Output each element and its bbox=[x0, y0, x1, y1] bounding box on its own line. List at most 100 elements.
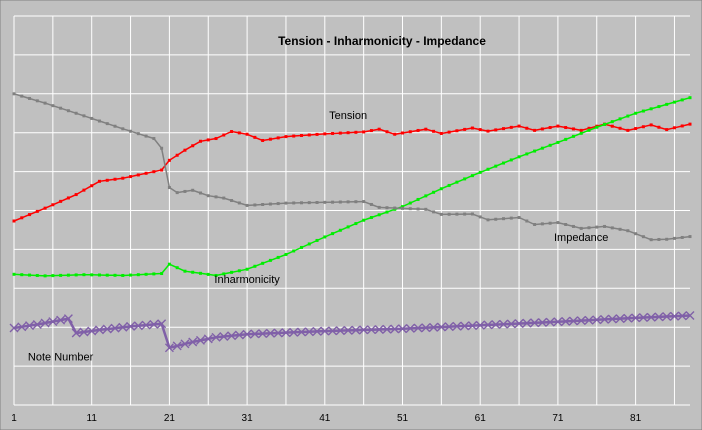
data-point bbox=[323, 235, 327, 239]
data-point bbox=[486, 218, 490, 222]
data-point bbox=[657, 125, 661, 129]
data-point bbox=[245, 132, 249, 136]
data-point bbox=[346, 225, 350, 229]
data-point bbox=[82, 188, 86, 192]
data-point bbox=[276, 255, 280, 259]
data-point bbox=[273, 328, 283, 338]
data-point bbox=[281, 328, 291, 338]
data-point bbox=[35, 273, 39, 277]
data-point bbox=[315, 132, 319, 136]
data-point bbox=[377, 127, 381, 131]
data-point bbox=[90, 184, 94, 188]
data-point bbox=[447, 212, 451, 216]
data-point bbox=[276, 136, 280, 140]
data-point bbox=[307, 242, 311, 246]
data-point bbox=[245, 267, 249, 271]
data-point bbox=[331, 131, 335, 135]
data-point bbox=[110, 323, 120, 333]
data-point bbox=[470, 126, 474, 130]
data-point bbox=[641, 235, 645, 239]
data-point bbox=[530, 318, 540, 328]
data-point bbox=[537, 317, 547, 327]
data-point bbox=[460, 321, 470, 331]
annotation-layer: Tension Inharmonicity Impedance Note Number bbox=[28, 110, 609, 364]
data-point bbox=[548, 126, 552, 130]
data-point bbox=[183, 189, 187, 193]
data-point bbox=[32, 319, 42, 329]
data-point bbox=[401, 131, 405, 135]
data-point bbox=[638, 313, 648, 323]
data-point bbox=[82, 114, 86, 118]
data-point bbox=[121, 127, 125, 131]
x-tick-label: 1 bbox=[11, 413, 17, 424]
data-point bbox=[377, 213, 381, 217]
data-point bbox=[71, 328, 81, 338]
data-point bbox=[43, 206, 47, 210]
data-point bbox=[43, 101, 47, 105]
data-point bbox=[118, 322, 128, 332]
data-point bbox=[144, 171, 148, 175]
data-point bbox=[79, 327, 89, 337]
data-point bbox=[571, 134, 575, 138]
data-point bbox=[74, 273, 78, 277]
data-point bbox=[568, 316, 578, 326]
data-point bbox=[517, 216, 521, 220]
x-tick-label: 51 bbox=[397, 413, 409, 424]
data-point bbox=[584, 315, 594, 325]
data-point bbox=[66, 273, 70, 277]
data-point bbox=[222, 272, 226, 276]
data-point bbox=[393, 132, 397, 136]
data-point bbox=[97, 273, 101, 277]
data-point bbox=[234, 330, 244, 340]
data-point bbox=[312, 326, 322, 336]
data-point bbox=[354, 130, 358, 134]
data-point bbox=[82, 273, 86, 277]
data-point bbox=[191, 144, 195, 148]
data-point bbox=[467, 321, 477, 331]
data-point bbox=[35, 209, 39, 213]
x-tick-label: 81 bbox=[630, 413, 642, 424]
data-point bbox=[12, 219, 16, 223]
data-point bbox=[284, 201, 288, 205]
data-point bbox=[245, 203, 249, 207]
data-point bbox=[214, 137, 218, 141]
data-point bbox=[253, 135, 257, 139]
data-point bbox=[615, 314, 625, 324]
data-point bbox=[595, 225, 599, 229]
data-point bbox=[444, 322, 454, 332]
series-label-impedance: Impedance bbox=[554, 232, 608, 244]
data-point bbox=[59, 106, 63, 110]
data-point bbox=[289, 327, 299, 337]
data-point bbox=[533, 149, 537, 153]
data-point bbox=[242, 329, 252, 339]
data-point bbox=[113, 177, 117, 181]
data-point bbox=[641, 109, 645, 113]
data-point bbox=[439, 187, 443, 191]
data-point bbox=[136, 132, 140, 136]
data-point bbox=[48, 317, 58, 327]
data-point bbox=[51, 203, 55, 207]
data-point bbox=[25, 321, 35, 331]
data-point bbox=[258, 329, 268, 339]
data-point bbox=[564, 223, 568, 227]
data-point bbox=[483, 320, 493, 330]
data-point bbox=[401, 205, 405, 209]
data-point bbox=[548, 143, 552, 147]
data-point bbox=[475, 320, 485, 330]
data-point bbox=[509, 158, 513, 162]
data-point bbox=[533, 128, 537, 132]
data-point bbox=[304, 327, 314, 337]
data-point bbox=[470, 174, 474, 178]
data-point bbox=[561, 316, 571, 326]
data-point bbox=[662, 312, 672, 322]
data-point bbox=[12, 92, 16, 96]
data-point bbox=[164, 343, 174, 353]
data-point bbox=[463, 127, 467, 131]
data-point bbox=[299, 201, 303, 205]
data-point bbox=[548, 221, 552, 225]
data-point bbox=[160, 272, 164, 276]
data-point bbox=[626, 229, 630, 233]
data-point bbox=[401, 206, 405, 210]
data-point bbox=[28, 273, 32, 277]
data-point bbox=[657, 105, 661, 109]
